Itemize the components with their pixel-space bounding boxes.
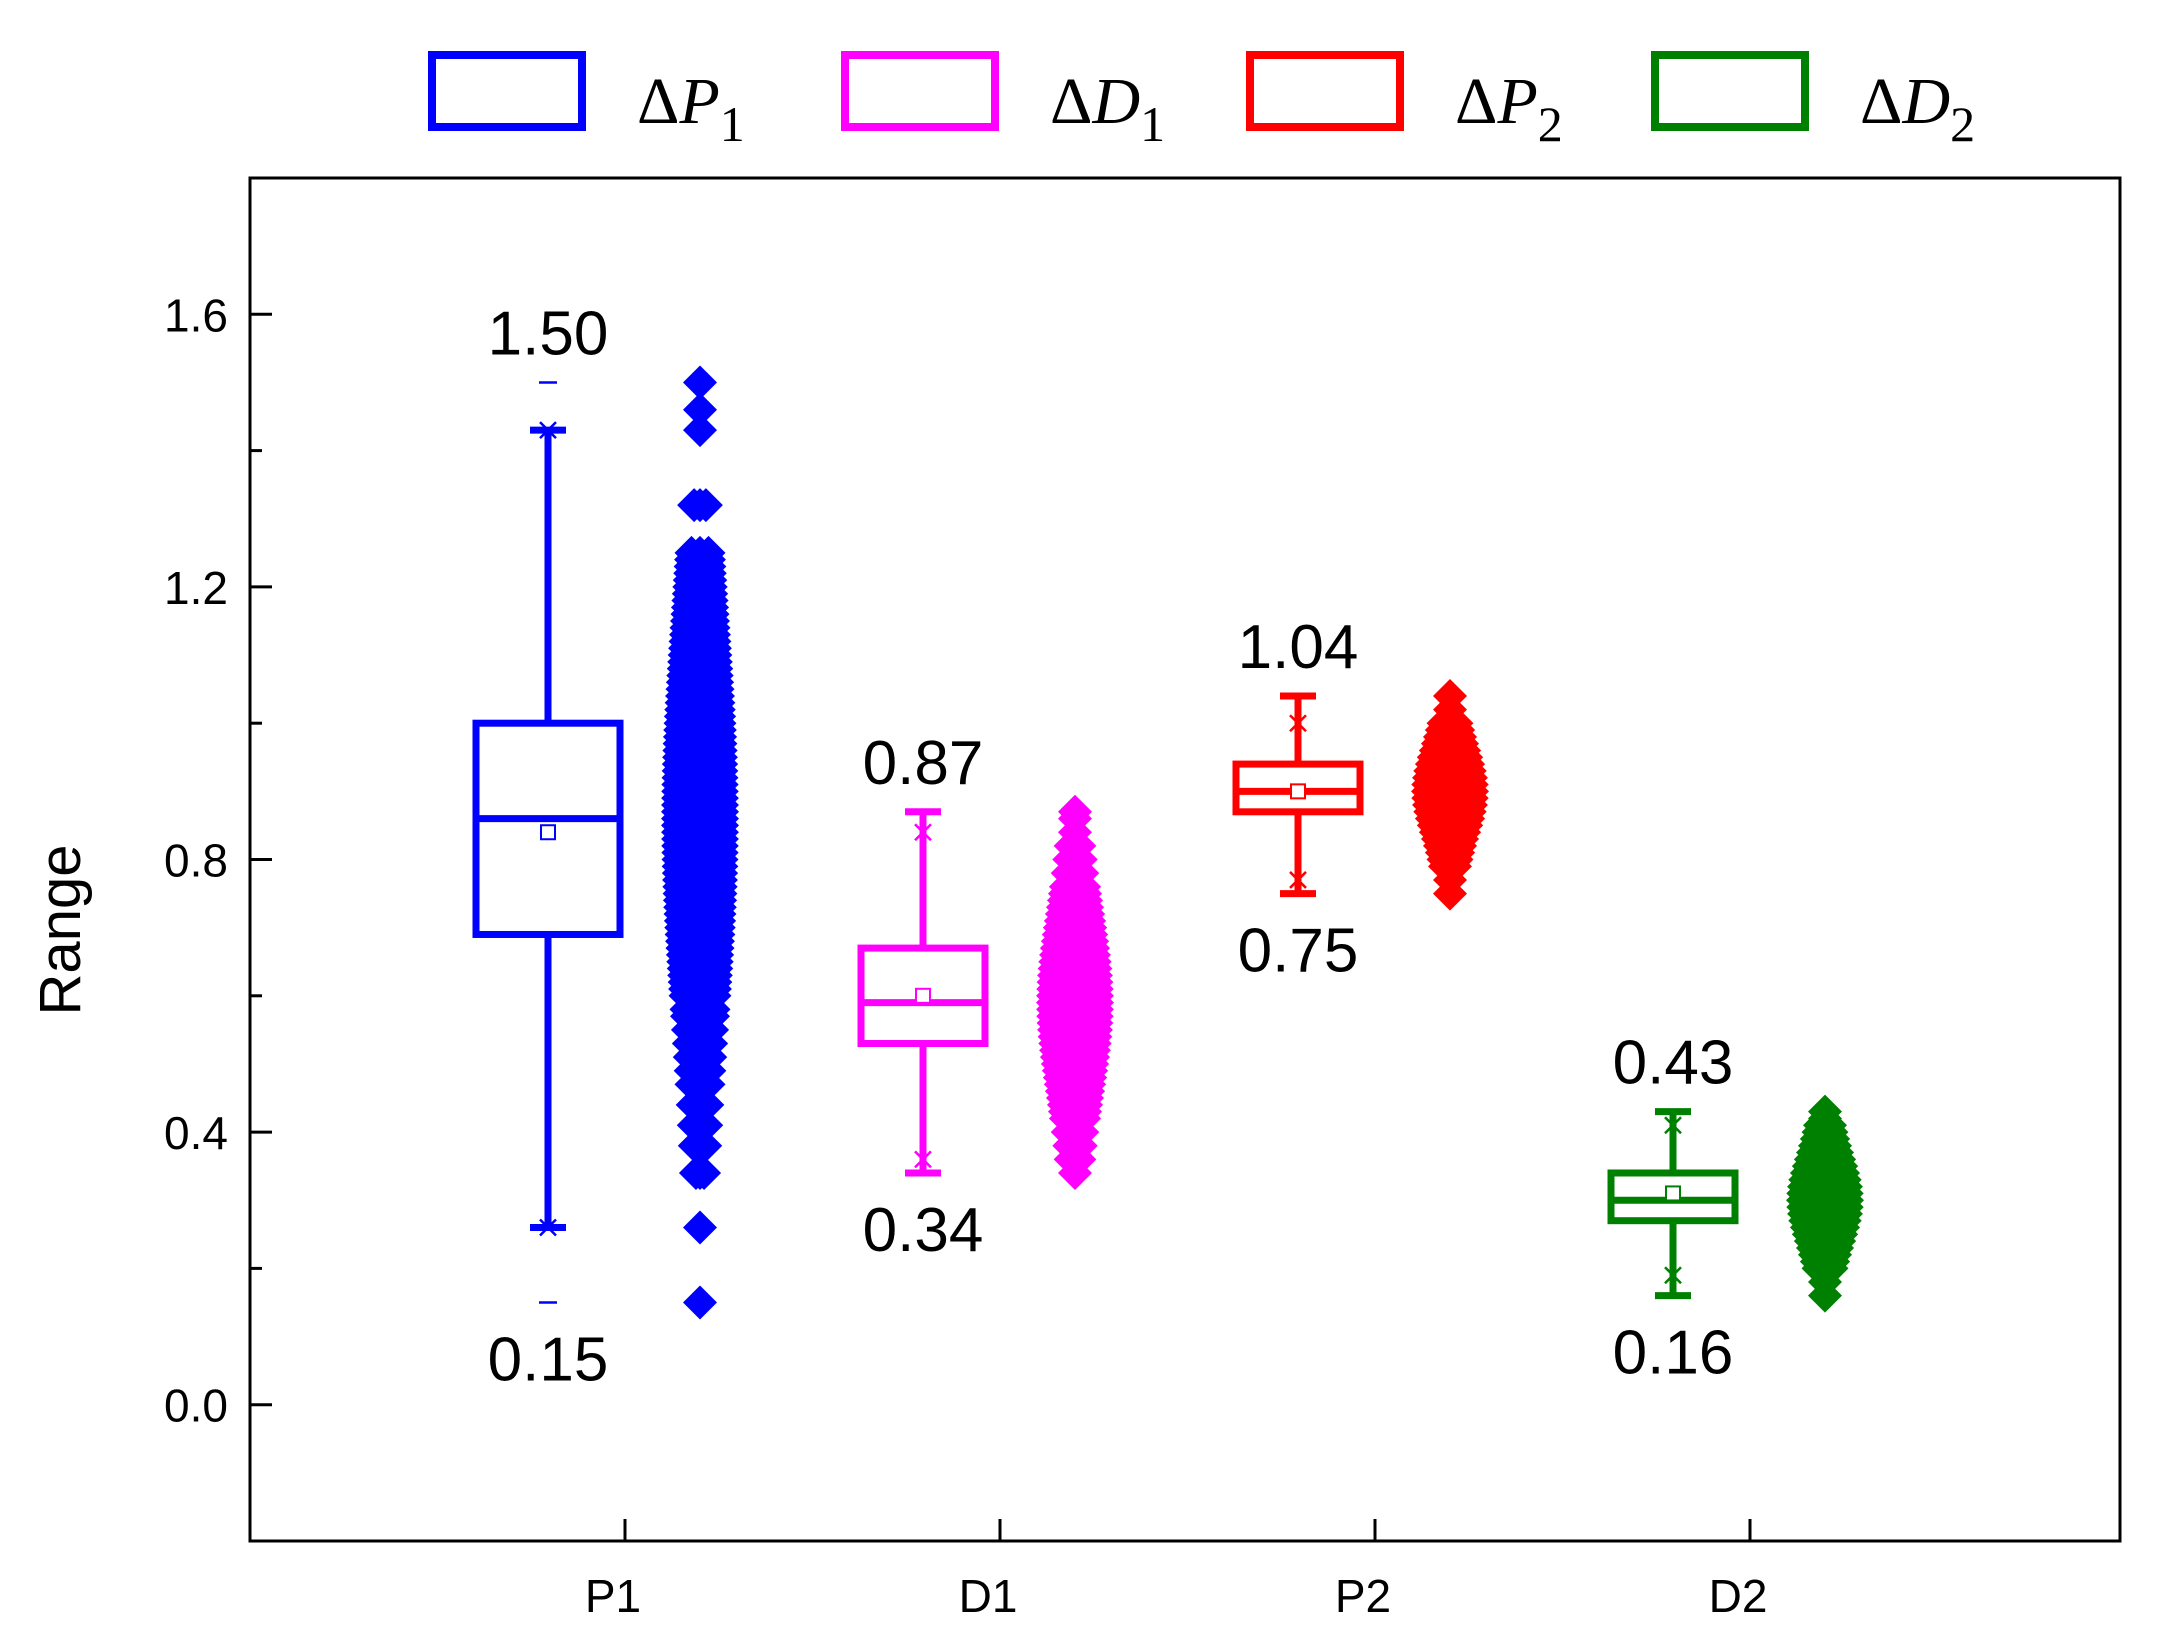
legend-label: ΔP2 <box>1455 65 1563 152</box>
max-value-label: 1.50 <box>488 299 609 368</box>
mean-marker <box>1290 783 1306 800</box>
series-D2: 0.43 0.16 <box>1607 1029 1864 1388</box>
data-point <box>688 488 723 523</box>
y-tick-label: 1.6 <box>164 289 228 341</box>
legend-letter: P <box>678 65 719 138</box>
legend-swatch <box>1246 51 1404 131</box>
percentile-x-marker <box>1289 871 1307 889</box>
legend-letter: P <box>1496 65 1537 138</box>
y-axis-label: Range <box>28 845 93 1016</box>
series-D1: 0.87 0.34 <box>857 729 1114 1265</box>
percentile-x-marker <box>1289 714 1307 733</box>
max-value-label: 0.87 <box>863 729 984 798</box>
legend-entry-P2: ΔP2 <box>1246 51 1563 152</box>
min-value-label: 0.15 <box>488 1325 609 1394</box>
iqr-box <box>472 719 624 938</box>
legend-swatch <box>1651 51 1809 131</box>
mean-marker <box>915 987 931 1004</box>
max-value-label: 0.43 <box>1613 1029 1734 1098</box>
x-tick-label: P2 <box>1335 1570 1391 1622</box>
x-axis: P1 D1 P2 D2 <box>585 1519 1768 1622</box>
y-tick-label: 0.4 <box>164 1107 228 1159</box>
legend-delta: Δ <box>1050 65 1092 138</box>
data-point <box>683 392 717 427</box>
percentile-x-marker <box>539 421 557 440</box>
percentile-x-marker <box>539 1218 557 1237</box>
min-value-label: 0.34 <box>863 1196 984 1265</box>
min-value-label: 0.75 <box>1238 917 1359 986</box>
legend-subscript: 1 <box>1140 96 1165 152</box>
data-point <box>687 1155 722 1190</box>
y-tick-label: 0.8 <box>164 835 228 887</box>
percentile-x-marker <box>914 823 932 842</box>
legend-letter: D <box>1091 65 1140 138</box>
legend-subscript: 2 <box>1950 96 1975 152</box>
data-point <box>683 365 717 400</box>
legend-delta: Δ <box>637 65 679 138</box>
legend-letter: D <box>1901 65 1950 138</box>
x-tick-label: D2 <box>1709 1570 1768 1622</box>
y-tick-label: 0.0 <box>164 1380 228 1432</box>
max-value-label: 1.04 <box>1238 613 1359 682</box>
data-point <box>1058 794 1092 829</box>
legend-swatch <box>428 51 586 131</box>
percentile-x-marker <box>1664 1266 1682 1285</box>
data-point <box>683 1285 717 1320</box>
series-P2: 1.04 0.75 <box>1232 613 1489 986</box>
legend-delta: Δ <box>1860 65 1902 138</box>
legend-label: ΔD2 <box>1860 65 1975 152</box>
data-point <box>1808 1094 1842 1129</box>
x-tick-label: D1 <box>959 1570 1018 1622</box>
legend-entry-D2: ΔD2 <box>1651 51 1975 152</box>
mean-marker <box>1665 1185 1681 1202</box>
series-layer: 1.50 0.15 0.87 0.34 1.04 0.75 0.43 0.16 <box>472 299 1864 1394</box>
y-tick-label: 1.2 <box>164 562 228 614</box>
legend-entry-P1: ΔP1 <box>428 51 745 152</box>
legend-swatch <box>841 51 999 131</box>
legend-delta: Δ <box>1455 65 1497 138</box>
legend-label: ΔD1 <box>1050 65 1165 152</box>
data-point <box>683 1210 717 1245</box>
legend-entry-D1: ΔD1 <box>841 51 1165 152</box>
x-tick-label: P1 <box>585 1570 641 1622</box>
data-point <box>691 535 726 570</box>
percentile-x-marker <box>1664 1116 1682 1135</box>
legend: ΔP1 ΔD1 ΔP2 ΔD2 <box>428 51 1975 152</box>
mean-marker <box>540 824 556 841</box>
iqr-box <box>857 944 989 1048</box>
y-axis: 0.0 0.4 0.8 1.2 1.6 <box>164 289 272 1543</box>
data-point <box>1433 678 1467 713</box>
legend-subscript: 1 <box>720 96 745 152</box>
min-value-label: 0.16 <box>1613 1319 1734 1388</box>
data-point <box>683 413 717 448</box>
series-P1: 1.50 0.15 <box>472 299 739 1394</box>
legend-subscript: 2 <box>1538 96 1563 152</box>
legend-label: ΔP1 <box>637 65 745 152</box>
percentile-x-marker <box>914 1150 932 1169</box>
